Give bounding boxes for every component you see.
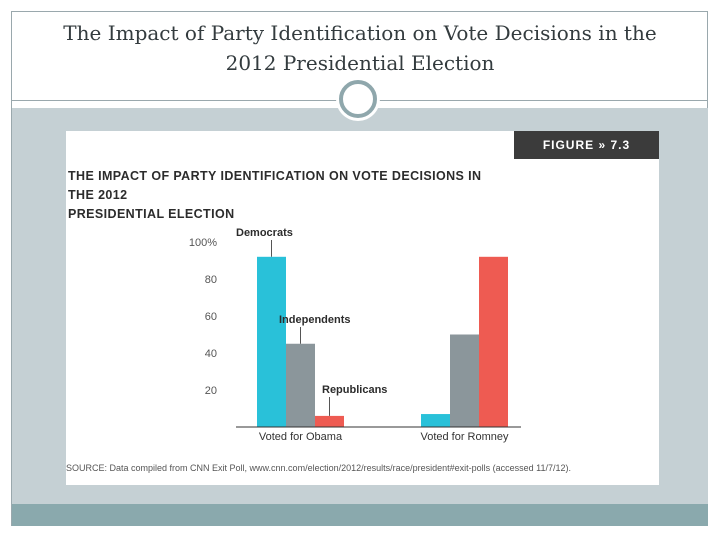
slide-title-line-2: 2012 Presidential Election <box>225 51 495 75</box>
figure-image: FIGURE » 7.3 THE IMPACT OF PARTY IDENTIF… <box>66 131 659 485</box>
bar-republicans-voted-for-obama <box>315 415 344 427</box>
y-tick-label-40: 40 <box>205 348 217 360</box>
bar-chart: 100% 80 60 40 20 Voted for Obama Voted for Rom… <box>189 227 521 443</box>
slide-title: The Impact of Party Identification on Vo… <box>14 18 706 78</box>
y-tick-label-20: 20 <box>205 385 217 397</box>
bar-democrats-voted-for-obama <box>257 256 286 427</box>
bar-independents-voted-for-romney <box>450 334 479 427</box>
x-category-label-voted-for-obama: Voted for Obama <box>259 431 343 443</box>
bar-democrats-voted-for-romney <box>421 414 450 427</box>
bar-republicans-voted-for-romney <box>479 256 508 427</box>
series-label-independents: Independents <box>279 314 351 326</box>
figure-title-line-2: PRESIDENTIAL ELECTION <box>68 207 235 221</box>
figure-title: THE IMPACT OF PARTY IDENTIFICATION ON VO… <box>68 167 508 224</box>
x-category-label-voted-for-romney: Voted for Romney <box>420 431 509 443</box>
y-tick-label-60: 60 <box>205 311 217 323</box>
ring-ornament <box>339 80 377 118</box>
bar-independents-voted-for-obama <box>286 343 315 427</box>
series-label-democrats: Democrats <box>236 227 293 239</box>
series-label-republicans: Republicans <box>322 384 387 396</box>
figure-badge: FIGURE » 7.3 <box>514 131 659 159</box>
footer-bar <box>12 504 708 526</box>
figure-source: SOURCE: Data compiled from CNN Exit Poll… <box>66 463 572 473</box>
slide-title-line-1: The Impact of Party Identification on Vo… <box>63 21 657 45</box>
y-tick-label-80: 80 <box>205 274 217 286</box>
figure-title-line-1: THE IMPACT OF PARTY IDENTIFICATION ON VO… <box>68 169 482 202</box>
y-tick-label-100: 100% <box>189 237 217 249</box>
